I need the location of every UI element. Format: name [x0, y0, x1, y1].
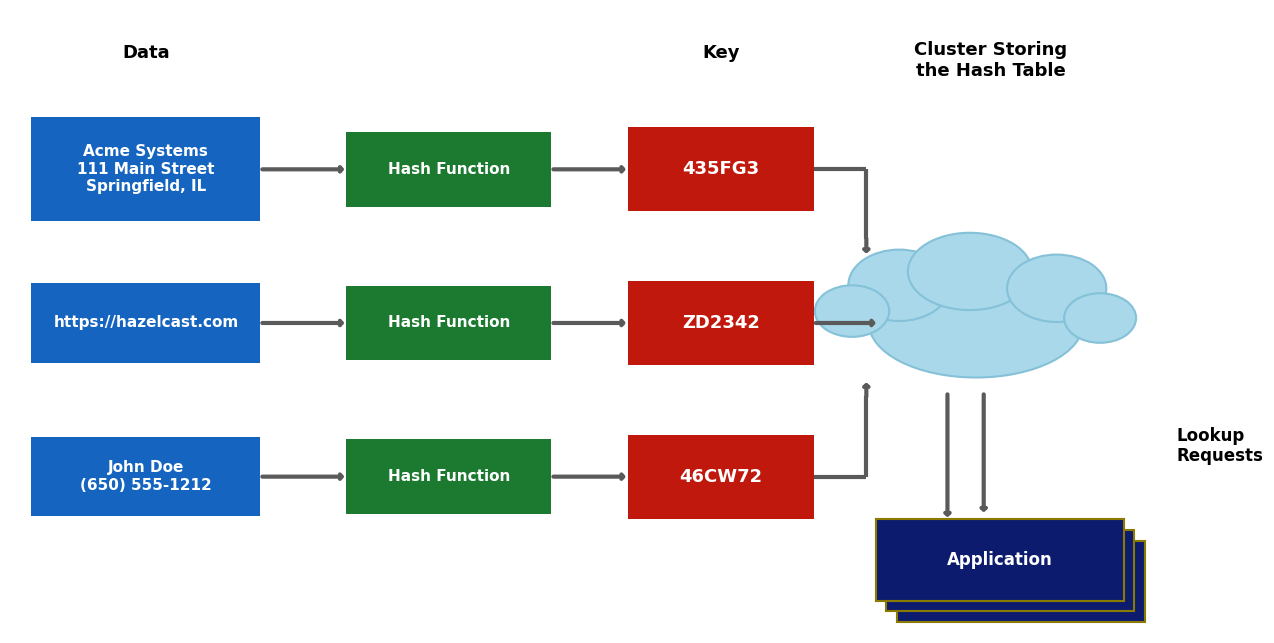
Ellipse shape: [848, 249, 950, 321]
FancyBboxPatch shape: [32, 437, 260, 516]
Text: 46CW72: 46CW72: [679, 467, 762, 485]
Text: 435FG3: 435FG3: [683, 160, 759, 178]
FancyBboxPatch shape: [347, 439, 552, 514]
FancyBboxPatch shape: [347, 285, 552, 360]
Ellipse shape: [1064, 293, 1136, 343]
Ellipse shape: [815, 285, 889, 337]
Text: ZD2342: ZD2342: [682, 314, 759, 332]
Text: Application: Application: [947, 551, 1052, 569]
Text: John Doe
(650) 555-1212: John Doe (650) 555-1212: [80, 460, 211, 493]
Ellipse shape: [869, 269, 1083, 377]
FancyBboxPatch shape: [897, 541, 1145, 622]
Text: Hash Function: Hash Function: [387, 316, 510, 331]
FancyBboxPatch shape: [32, 284, 260, 363]
FancyBboxPatch shape: [628, 435, 814, 519]
Text: Lookup
Requests: Lookup Requests: [1176, 426, 1264, 466]
Ellipse shape: [908, 233, 1032, 310]
Text: Hash Function: Hash Function: [387, 469, 510, 484]
Text: Cluster Storing
the Hash Table: Cluster Storing the Hash Table: [913, 41, 1066, 80]
FancyBboxPatch shape: [347, 132, 552, 206]
Text: Data: Data: [122, 44, 169, 62]
FancyBboxPatch shape: [877, 520, 1124, 601]
FancyBboxPatch shape: [628, 281, 814, 365]
Text: https://hazelcast.com: https://hazelcast.com: [54, 316, 238, 331]
Text: Acme Systems
111 Main Street
Springfield, IL: Acme Systems 111 Main Street Springfield…: [78, 145, 214, 194]
Text: Hash Function: Hash Function: [387, 162, 510, 177]
FancyBboxPatch shape: [32, 117, 260, 221]
Ellipse shape: [1006, 255, 1106, 322]
FancyBboxPatch shape: [887, 530, 1134, 611]
Text: Key: Key: [702, 44, 740, 62]
FancyBboxPatch shape: [628, 127, 814, 212]
